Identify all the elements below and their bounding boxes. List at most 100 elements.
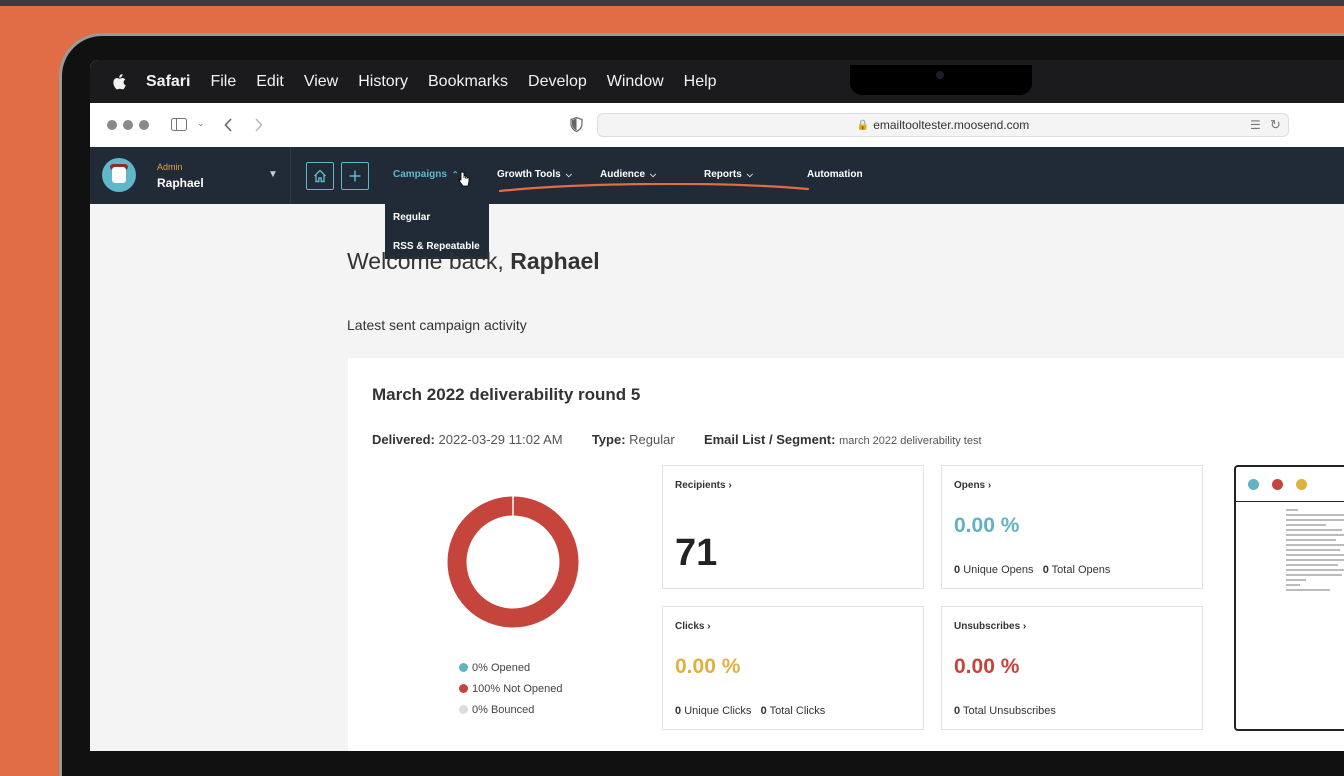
menu-history[interactable]: History <box>358 72 408 90</box>
welcome-name: Raphael <box>510 248 600 274</box>
browser-toolbar: ⌄ 🔒 emailtooltester.moosend.com ☰ ↻ <box>90 103 1344 148</box>
chevron-right-icon: › <box>1022 621 1027 632</box>
nav-audience-label: Audience <box>600 169 646 180</box>
chevron-down-icon[interactable]: ⌄ <box>197 118 205 128</box>
list-label: Email List / Segment: <box>703 432 836 447</box>
delivered-label: Delivered: <box>372 432 435 447</box>
preview-text-lines <box>1286 509 1344 594</box>
back-icon[interactable] <box>224 118 233 132</box>
opens-value: 0.00 % <box>954 514 1020 537</box>
menu-view[interactable]: View <box>303 72 339 90</box>
preview-divider <box>1236 501 1344 502</box>
laptop-screen: Safari File Edit View History Bookmarks … <box>90 60 1344 751</box>
apple-icon[interactable] <box>112 73 126 90</box>
legend-label: 100% Not Opened <box>472 682 563 695</box>
url-text: emailtooltester.moosend.com <box>873 118 1030 132</box>
recipients-card[interactable]: Recipients › 71 <box>662 465 924 589</box>
avatar[interactable] <box>102 158 136 192</box>
window-minimize-button[interactable] <box>123 120 133 130</box>
mouse-cursor-icon <box>458 171 470 187</box>
privacy-shield-icon[interactable] <box>570 117 583 132</box>
nav-audience[interactable]: Audience ⌵ <box>600 169 656 180</box>
campaigns-dropdown: Regular RSS & Repeatable <box>385 204 489 259</box>
chevron-down-icon: ⌵ <box>746 170 753 179</box>
nav-automation[interactable]: Automation <box>807 169 863 180</box>
delivered-value: 2022-03-29 11:02 AM <box>438 432 563 447</box>
home-icon <box>314 169 326 183</box>
donut-slice-not-opened <box>447 496 579 628</box>
legend-item: 100% Not Opened <box>459 678 563 699</box>
camera-icon <box>936 71 944 79</box>
opens-card[interactable]: Opens › 0.00 % 0 Unique Opens 0 Total Op… <box>941 465 1203 589</box>
reload-icon[interactable]: ↻ <box>1270 117 1281 132</box>
unsubscribes-card[interactable]: Unsubscribes › 0.00 % 0 Total Unsubscrib… <box>941 606 1203 730</box>
menu-edit[interactable]: Edit <box>256 72 284 90</box>
campaign-meta: Delivered: 2022-03-29 11:02 AM Type: Reg… <box>372 432 982 447</box>
menu-file[interactable]: File <box>210 72 237 90</box>
opens-label[interactable]: Opens › <box>954 480 992 491</box>
clicks-value: 0.00 % <box>675 655 741 678</box>
section-title: Latest sent campaign activity <box>347 317 527 333</box>
nav-reports[interactable]: Reports ⌵ <box>704 169 753 180</box>
opens-sub: 0 Unique Opens 0 Total Opens <box>954 564 1111 576</box>
chevron-right-icon: › <box>728 480 732 491</box>
user-role: Admin <box>157 162 183 172</box>
nav-growth-tools-label: Growth Tools <box>497 169 561 180</box>
email-preview[interactable] <box>1234 465 1344 731</box>
translate-icon[interactable]: ☰ <box>1250 118 1261 132</box>
preview-dot-teal <box>1248 479 1259 490</box>
campaign-title[interactable]: March 2022 deliverability round 5 <box>372 385 641 404</box>
clicks-label[interactable]: Clicks › <box>675 621 711 632</box>
legend-dot <box>459 663 468 672</box>
chevron-right-icon: › <box>707 621 711 632</box>
page-title: Welcome back, Raphael <box>347 248 600 275</box>
menu-safari[interactable]: Safari <box>146 72 191 90</box>
user-name[interactable]: Raphael <box>157 176 204 190</box>
lock-icon: 🔒 <box>856 119 870 131</box>
recipients-label[interactable]: Recipients › <box>675 480 732 491</box>
clicks-sub: 0 Unique Clicks 0 Total Clicks <box>675 705 826 717</box>
clicks-card[interactable]: Clicks › 0.00 % 0 Unique Clicks 0 Total … <box>662 606 924 730</box>
chevron-down-icon: ⌵ <box>565 170 572 179</box>
list-value: march 2022 deliverability test <box>839 435 982 447</box>
avatar-face <box>112 167 126 183</box>
welcome-prefix: Welcome back, <box>347 248 504 274</box>
mac-menu-bar: Safari File Edit View History Bookmarks … <box>90 60 1344 103</box>
camera-notch <box>850 65 1032 95</box>
chevron-right-icon: › <box>987 480 992 491</box>
unsubscribes-label[interactable]: Unsubscribes › <box>954 621 1027 632</box>
window-close-button[interactable] <box>107 120 117 130</box>
menu-bookmarks[interactable]: Bookmarks <box>428 72 509 90</box>
nav-campaigns-label: Campaigns <box>393 169 447 180</box>
preview-dot-yellow <box>1296 479 1307 490</box>
menu-window[interactable]: Window <box>606 72 664 90</box>
recipients-value: 71 <box>675 532 718 574</box>
legend-item: 0% Opened <box>459 657 563 678</box>
legend-dot <box>459 705 468 714</box>
home-button[interactable] <box>306 162 334 190</box>
dropdown-item-rss[interactable]: RSS & Repeatable <box>393 241 480 252</box>
app-navigation: Admin Raphael ▼ Campaigns ⌃ Growth Tools ⌵… <box>90 147 1344 204</box>
window-zoom-button[interactable] <box>139 120 149 130</box>
legend-dot <box>459 684 468 693</box>
menu-help[interactable]: Help <box>683 72 717 90</box>
preview-dot-red <box>1272 479 1283 490</box>
forward-icon[interactable] <box>254 118 263 132</box>
chart-legend: 0% Opened 100% Not Opened 0% Bounced <box>459 657 563 720</box>
add-button[interactable] <box>341 162 369 190</box>
chevron-up-icon: ⌃ <box>451 170 459 179</box>
chevron-down-icon[interactable]: ▼ <box>268 169 278 180</box>
nav-automation-label: Automation <box>807 169 863 180</box>
type-value: Regular <box>629 432 675 447</box>
campaign-card: March 2022 deliverability round 5 Delive… <box>348 358 1344 751</box>
nav-divider <box>290 147 291 204</box>
dropdown-item-regular[interactable]: Regular <box>393 212 431 223</box>
address-bar[interactable]: 🔒 emailtooltester.moosend.com <box>597 113 1289 137</box>
sidebar-toggle-icon[interactable] <box>171 118 187 131</box>
legend-item: 0% Bounced <box>459 699 563 720</box>
menu-develop[interactable]: Develop <box>528 72 587 90</box>
nav-campaigns[interactable]: Campaigns ⌃ <box>393 169 459 180</box>
plus-icon <box>349 170 361 182</box>
unsubscribes-sub: 0 Total Unsubscribes <box>954 705 1056 717</box>
nav-growth-tools[interactable]: Growth Tools ⌵ <box>497 169 572 180</box>
